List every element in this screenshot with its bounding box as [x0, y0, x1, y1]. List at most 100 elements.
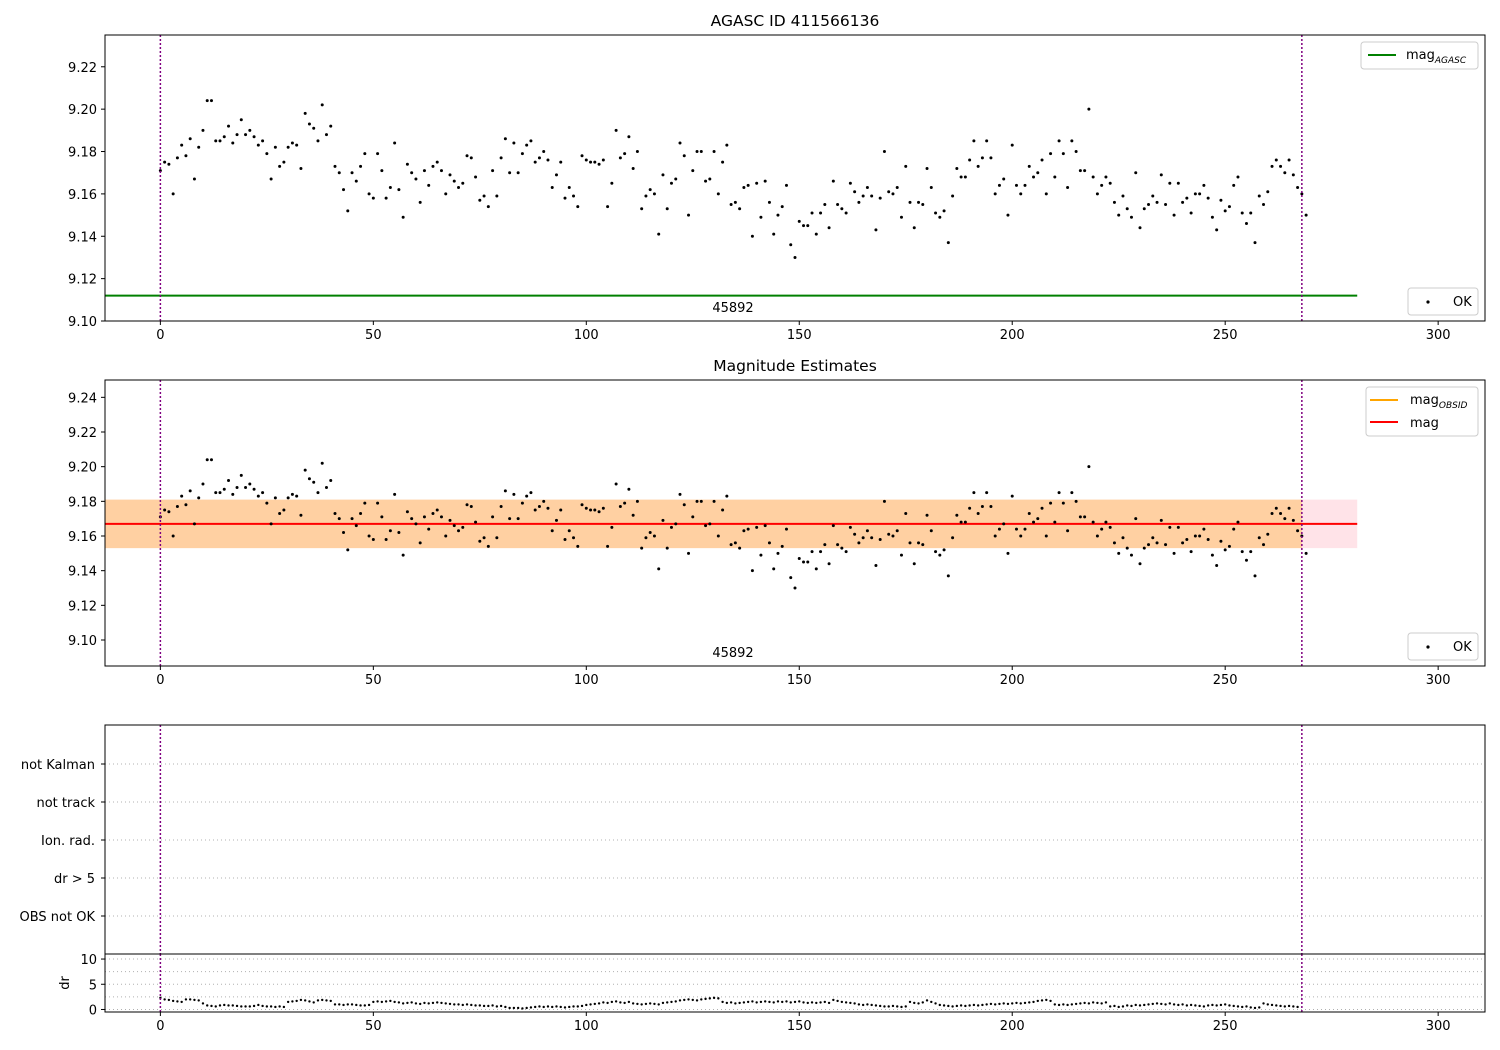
dr-point [1011, 1002, 1014, 1005]
dr-point [457, 1003, 460, 1006]
dr-point [602, 1001, 605, 1004]
dr-point [167, 998, 171, 1002]
estimates-ok-point [618, 505, 622, 509]
estimates-ok-point [180, 494, 184, 498]
estimates-ok-point [640, 546, 644, 550]
estimates-ok-point [359, 511, 363, 515]
estimates-ok-point [1061, 501, 1065, 505]
agasc-ok-point [286, 145, 290, 149]
estimates-ok-point [691, 515, 695, 519]
dr-point [576, 1005, 579, 1008]
estimates-ok-point [324, 485, 328, 489]
agasc-ok-point [669, 181, 673, 185]
agasc-ok-point [789, 243, 793, 247]
dr-point [985, 1003, 988, 1006]
agasc-ok-point [265, 152, 269, 156]
agasc-xtick-label: 250 [1213, 328, 1238, 343]
estimates-ok-point [435, 508, 439, 512]
agasc-ok-point [1023, 183, 1027, 187]
estimates-ok-point [1164, 543, 1168, 547]
dr-point [580, 1004, 584, 1008]
agasc-ok-point [1083, 169, 1087, 173]
dr-point [436, 1001, 439, 1004]
agasc-ok-point [1296, 186, 1300, 190]
estimates-ok-point [827, 562, 831, 566]
dr-point [372, 1000, 375, 1004]
estimates-ok-point [644, 536, 648, 540]
dr-point [1091, 1001, 1095, 1004]
dr-point [359, 1004, 362, 1007]
dr-xtick-label: 100 [574, 1019, 599, 1034]
dr-point [1258, 1006, 1261, 1009]
estimates-ok-point [767, 541, 771, 545]
dr-point [163, 998, 166, 1001]
agasc-ok-point [444, 192, 448, 196]
estimates-ok-point [1044, 534, 1048, 538]
agasc-ok-point [184, 154, 188, 158]
dr-point [955, 1004, 959, 1008]
dr-point [389, 999, 392, 1003]
agasc-plot-frame [104, 34, 1486, 322]
estimates-ok-point [687, 551, 691, 555]
flag-label: dr > 5 [54, 872, 95, 887]
agasc-ok-point [968, 158, 972, 162]
agasc-ok-point [1257, 194, 1261, 198]
agasc-ok-point [359, 164, 363, 168]
agasc-ok-point [312, 126, 316, 130]
estimates-ok-point [1108, 525, 1112, 529]
agasc-ok-point [1304, 213, 1308, 217]
agasc-ok-point [1044, 192, 1048, 196]
dr-point [1062, 1003, 1065, 1006]
estimates-ok-point [363, 501, 367, 505]
estimates-ok-point [870, 536, 874, 540]
estimates-ok-point [695, 499, 699, 503]
dr-point [572, 1005, 575, 1008]
dr-point [316, 999, 320, 1002]
dr-point [674, 1000, 677, 1003]
dr-point [1253, 1006, 1257, 1010]
agasc-ok-point [627, 135, 631, 139]
estimates-ok-point [776, 551, 780, 555]
estimates-ok-point [550, 529, 554, 533]
agasc-ok-point [559, 160, 563, 164]
dr-point [1228, 1004, 1231, 1007]
estimates-ok-point [721, 508, 725, 512]
dr-point [849, 1001, 852, 1005]
agasc-ok-point [699, 150, 703, 154]
dr-point [546, 1005, 550, 1008]
estimates-ok-point [882, 499, 886, 503]
agasc-ok-point [261, 139, 265, 143]
dr-point [1189, 1003, 1193, 1007]
estimates-ok-point [997, 527, 1001, 531]
agasc-ok-point [904, 164, 908, 168]
dr-point [1245, 1005, 1248, 1008]
dr-point [1053, 1003, 1057, 1006]
estimates-ok-point [1215, 563, 1219, 567]
estimates-ok-point [1283, 517, 1287, 521]
dr-point [393, 1000, 396, 1004]
agasc-ok-point [175, 156, 179, 160]
agasc-ok-point [776, 213, 780, 217]
estimates-ok-point [1036, 517, 1040, 521]
estimates-ok-point [1010, 494, 1014, 498]
agasc-lower-legend: OK [1407, 287, 1479, 316]
dr-point [840, 1000, 844, 1004]
dr-point [631, 1002, 635, 1005]
dr-point [857, 1003, 861, 1006]
agasc-ok-point [857, 200, 861, 204]
dr-point [1168, 1002, 1172, 1005]
agasc-ok-point [401, 215, 405, 219]
agasc-ok-point [942, 209, 946, 213]
agasc-ok-point [674, 177, 678, 181]
dr-plot-frame [104, 953, 1486, 1013]
dr-point [274, 1005, 277, 1009]
estimates-ytick-label: 9.24 [68, 391, 97, 406]
dr-point [1185, 1004, 1189, 1007]
agasc-ytick-label: 9.14 [68, 230, 97, 245]
estimates-ok-point [742, 529, 746, 533]
agasc-ok-point [802, 224, 806, 228]
estimates-ok-point [312, 480, 316, 484]
dr-point [614, 1000, 618, 1003]
agasc-ok-point [554, 173, 558, 177]
dr-point [1202, 1005, 1206, 1008]
